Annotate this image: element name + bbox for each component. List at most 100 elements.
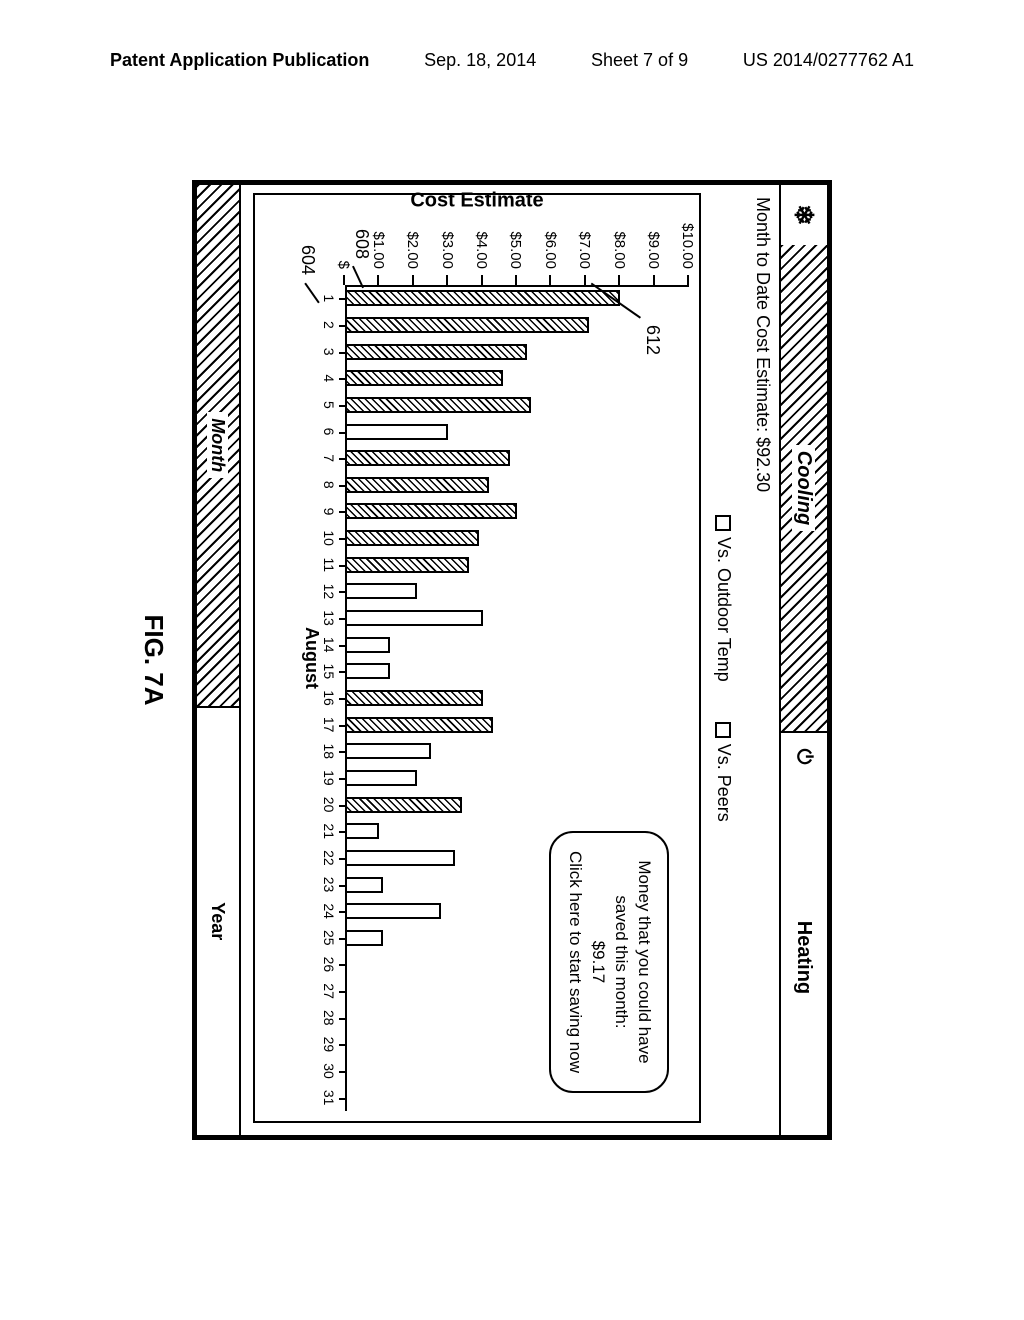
x-tick	[339, 432, 345, 434]
bar-day-15	[345, 663, 390, 679]
x-tick-label: 30	[321, 1059, 337, 1083]
x-tick-label: 9	[321, 499, 337, 523]
x-tick	[339, 964, 345, 966]
x-tick	[339, 511, 345, 513]
bar-day-17	[345, 717, 493, 733]
x-tick	[339, 1071, 345, 1073]
x-tick-label: 23	[321, 873, 337, 897]
callout-cta[interactable]: Click here to start saving now	[563, 851, 586, 1073]
x-tick-label: 14	[321, 633, 337, 657]
x-tick	[339, 778, 345, 780]
x-tick	[339, 538, 345, 540]
x-tick-label: 18	[321, 739, 337, 763]
x-tick	[339, 858, 345, 860]
bar-day-12	[345, 583, 417, 599]
tab-cooling[interactable]: Cooling	[781, 245, 827, 733]
x-tick	[339, 671, 345, 673]
x-tick	[339, 1018, 345, 1020]
callout-line1: Money that you could have	[632, 851, 655, 1073]
x-tick-label: 5	[321, 393, 337, 417]
x-tick	[339, 618, 345, 620]
x-tick-label: 11	[321, 553, 337, 577]
bar-day-16	[345, 690, 483, 706]
tab-heating[interactable]: Heating	[781, 780, 827, 1135]
bar-day-14	[345, 637, 390, 653]
bar-day-5	[345, 397, 531, 413]
tab-year[interactable]: Year	[197, 708, 239, 1136]
x-tick	[339, 698, 345, 700]
tab-year-label: Year	[208, 902, 229, 940]
publication-number: US 2014/0277762 A1	[743, 50, 914, 71]
callout-line2: saved this month:	[609, 851, 632, 1073]
x-tick	[339, 352, 345, 354]
x-tick-label: 15	[321, 659, 337, 683]
range-tabs: Month Year	[197, 185, 241, 1135]
x-tick-label: 16	[321, 686, 337, 710]
x-tick	[339, 805, 345, 807]
bar-day-22	[345, 850, 455, 866]
chart-body: Cost Estimate August Money that you coul…	[253, 193, 701, 1123]
leader-line-604	[304, 283, 319, 304]
x-tick	[339, 991, 345, 993]
x-tick-label: 1	[321, 286, 337, 310]
bar-day-4	[345, 370, 503, 386]
figure: ❄ Cooling ⏻ Heating Month to Date Cost E…	[192, 180, 832, 1140]
checkbox-vs-outdoor[interactable]: Vs. Outdoor Temp	[714, 515, 735, 682]
power-icon: ⏻	[781, 733, 827, 780]
bar-day-6	[345, 424, 448, 440]
bar-day-18	[345, 743, 431, 759]
bar-day-23	[345, 877, 383, 893]
savings-callout[interactable]: Money that you could have saved this mon…	[549, 831, 669, 1093]
x-tick	[339, 378, 345, 380]
x-tick-label: 10	[321, 526, 337, 550]
bar-day-3	[345, 344, 527, 360]
bar-day-8	[345, 477, 489, 493]
x-tick	[339, 725, 345, 727]
x-tick	[339, 591, 345, 593]
bar-day-24	[345, 903, 441, 919]
x-tick-label: 31	[321, 1086, 337, 1110]
page-header: Patent Application Publication Sep. 18, …	[0, 50, 1024, 71]
x-tick	[339, 751, 345, 753]
publication-date: Sep. 18, 2014	[424, 50, 536, 71]
snowflake-icon: ❄	[781, 185, 827, 245]
bar-day-19	[345, 770, 417, 786]
checkbox-vs-peers-label: Vs. Peers	[714, 744, 735, 822]
x-tick	[339, 1044, 345, 1046]
bar-day-21	[345, 823, 379, 839]
sheet-number: Sheet 7 of 9	[591, 50, 688, 71]
tab-month-label: Month	[208, 412, 229, 478]
bar-day-7	[345, 450, 510, 466]
x-tick	[339, 1098, 345, 1100]
x-tick-label: 2	[321, 313, 337, 337]
bar-day-20	[345, 797, 462, 813]
bar-day-11	[345, 557, 469, 573]
x-tick-label: 27	[321, 979, 337, 1003]
x-axis-caption: August	[301, 627, 322, 689]
x-tick	[339, 885, 345, 887]
tab-heating-label: Heating	[793, 921, 816, 994]
x-tick-label: 21	[321, 819, 337, 843]
x-tick-label: 28	[321, 1006, 337, 1030]
bar-day-1	[345, 290, 620, 306]
x-tick	[339, 938, 345, 940]
x-tick	[339, 458, 345, 460]
x-tick	[339, 565, 345, 567]
checkbox-box-icon	[716, 515, 732, 531]
bar-day-2	[345, 317, 589, 333]
x-tick-label: 22	[321, 846, 337, 870]
x-tick-label: 8	[321, 473, 337, 497]
x-tick	[339, 831, 345, 833]
tab-month[interactable]: Month	[197, 185, 239, 708]
x-tick-label: 17	[321, 713, 337, 737]
checkbox-vs-peers[interactable]: Vs. Peers	[714, 722, 735, 822]
x-tick	[339, 405, 345, 407]
ref-612: 612	[642, 325, 663, 355]
checkbox-vs-outdoor-label: Vs. Outdoor Temp	[714, 537, 735, 682]
tab-cooling-label: Cooling	[793, 445, 816, 531]
x-tick-label: 25	[321, 926, 337, 950]
cost-estimate-line: Month to Date Cost Estimate: $92.30	[747, 185, 781, 1135]
x-tick-label: 26	[321, 952, 337, 976]
bar-day-13	[345, 610, 483, 626]
bar-day-10	[345, 530, 479, 546]
